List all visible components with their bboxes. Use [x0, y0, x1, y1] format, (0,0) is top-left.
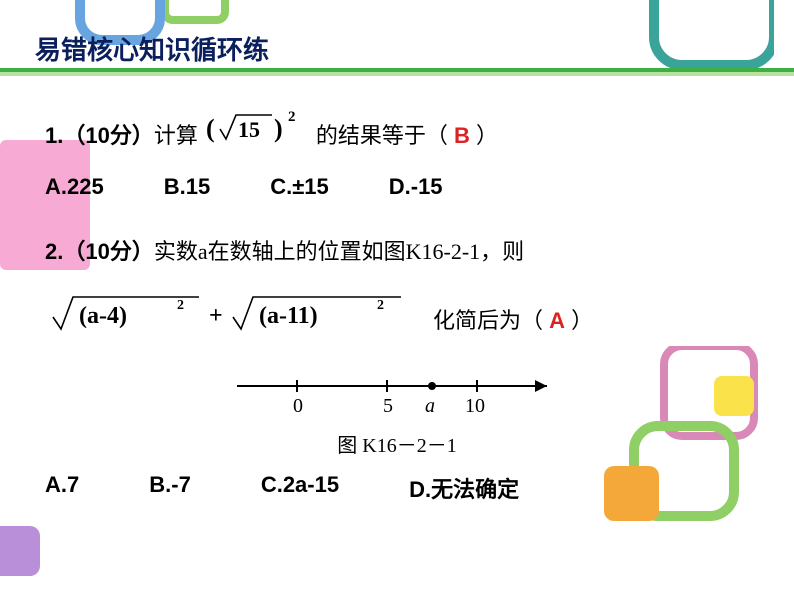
- q1-options: A.225 B.15 C.±15 D.-15: [45, 174, 749, 200]
- q2-close: ）: [571, 297, 593, 345]
- q1-close: ）: [476, 112, 498, 160]
- page-title: 易错核心知识循环练: [35, 30, 269, 67]
- svg-text:10: 10: [465, 395, 485, 417]
- svg-text:5: 5: [383, 395, 393, 417]
- figure-caption: 图 K16－2－1: [45, 429, 749, 458]
- q2-options: A.7 B.-7 C.2a-15 D.无法确定: [45, 472, 749, 504]
- svg-text:+: +: [209, 303, 223, 329]
- q2-opt-c: C.2a-15: [261, 472, 339, 504]
- q2-text: 实数a在数轴上的位置如图K16-2-1，则: [154, 228, 524, 276]
- svg-text:15: 15: [238, 117, 260, 142]
- svg-text:(a-11): (a-11): [259, 303, 318, 329]
- q1-post: 的结果等于（: [316, 112, 448, 160]
- svg-text:2: 2: [288, 109, 296, 125]
- decor-purple-square: [0, 506, 70, 586]
- q2-number: 2.: [45, 228, 63, 276]
- q1-expression: ( 15 ) 2: [202, 105, 312, 166]
- q1-opt-c: C.±15: [270, 174, 329, 200]
- svg-text:2: 2: [377, 298, 384, 313]
- svg-text:(a-4): (a-4): [79, 303, 127, 329]
- content-area: 1. （10分） 计算 ( 15 ) 2 的结果等于（ B ） A.225 B.…: [45, 105, 749, 504]
- title-underline: [0, 68, 794, 76]
- q2-line1: 2. （10分） 实数a在数轴上的位置如图K16-2-1，则: [45, 228, 749, 276]
- q2-opt-d: D.无法确定: [409, 472, 519, 504]
- q1-number: 1.: [45, 112, 63, 160]
- svg-text:a: a: [425, 395, 435, 417]
- svg-text:0: 0: [293, 395, 303, 417]
- q1-pre: 计算: [154, 112, 198, 160]
- svg-text:(: (: [206, 114, 215, 143]
- q1-opt-d: D.-15: [389, 174, 443, 200]
- q1-line: 1. （10分） 计算 ( 15 ) 2 的结果等于（ B ）: [45, 105, 749, 166]
- q2-line2: (a-4) 2 + (a-11) 2 化简后为（ A ）: [45, 289, 749, 354]
- q1-points: （10分）: [63, 112, 153, 160]
- q2-figure: 0 5 10 a 图 K16－2－1: [45, 364, 749, 458]
- q1-opt-a: A.225: [45, 174, 104, 200]
- q2-opt-a: A.7: [45, 472, 79, 504]
- q1-opt-b: B.15: [164, 174, 210, 200]
- q2-opt-b: B.-7: [149, 472, 191, 504]
- svg-text:2: 2: [177, 298, 184, 313]
- q2-expression: (a-4) 2 + (a-11) 2: [49, 289, 419, 354]
- q1-answer: B: [454, 112, 470, 160]
- decor-teal-rounded: [634, 0, 774, 105]
- q2-post: 化简后为（: [433, 297, 543, 345]
- svg-text:): ): [274, 114, 283, 143]
- q2-answer: A: [549, 297, 565, 345]
- q2-points: （10分）: [63, 228, 153, 276]
